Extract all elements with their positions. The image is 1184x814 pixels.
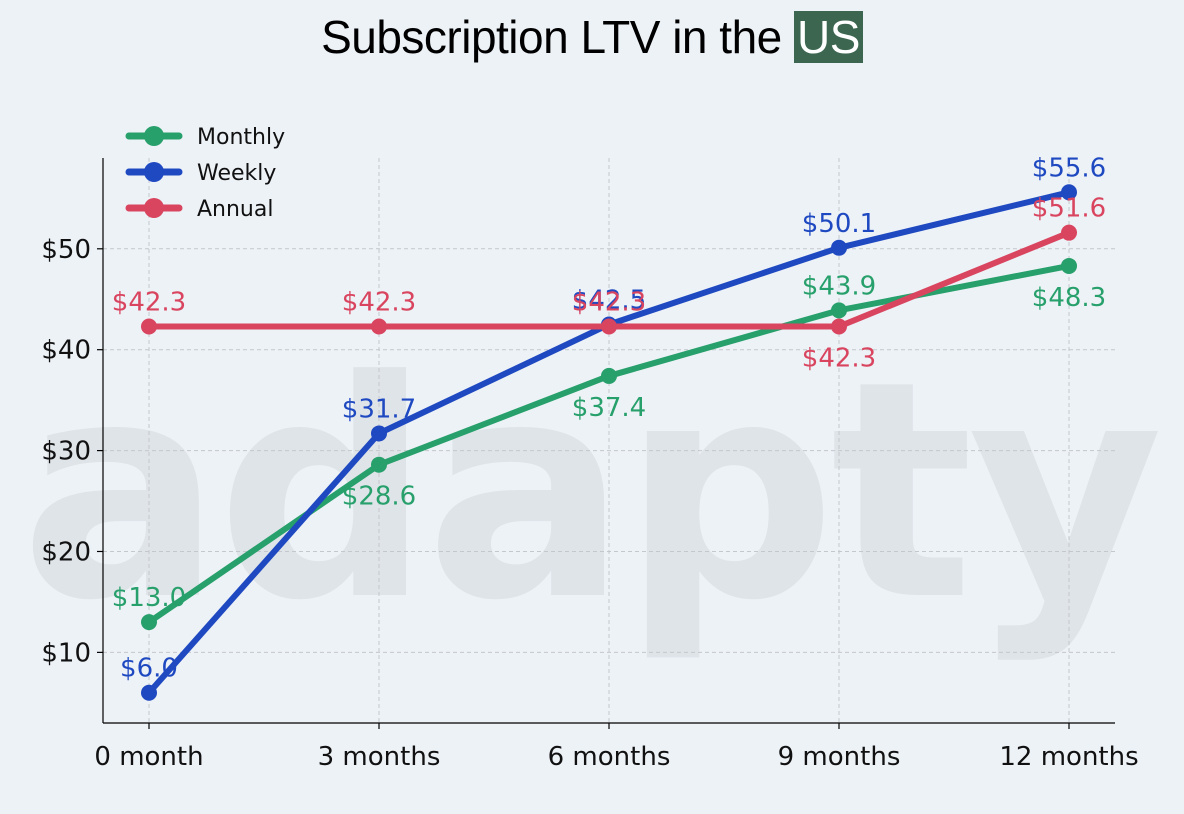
chart-title: Subscription LTV in the US	[0, 10, 1184, 64]
data-label-monthly-1: $28.6	[342, 482, 416, 512]
point-monthly-4	[1061, 257, 1077, 274]
y-tick-label: $40	[41, 336, 91, 366]
data-labels: $13.0$28.6$37.4$43.9 $48.3$6.0$31.7$42.5$…	[112, 153, 1106, 683]
x-tick-label: 6 months	[548, 742, 671, 772]
data-label-annual-4: $51.6	[1032, 194, 1106, 224]
data-label-monthly-4: $48.3	[1032, 283, 1106, 313]
data-label-monthly-2: $37.4	[572, 393, 646, 423]
point-weekly-0	[141, 684, 157, 701]
point-annual-2	[601, 318, 617, 335]
legend-marker-weekly	[144, 162, 164, 182]
data-label-annual-3: $42.3	[802, 343, 876, 373]
y-axis-ticks: $10 $20 $30 $40 $50	[41, 235, 103, 668]
x-tick-label: 9 months	[778, 742, 901, 772]
legend-label-monthly: Monthly	[197, 125, 285, 150]
x-axis-ticks: 0 month 3 months 6 months 9 months 12 months	[94, 723, 1139, 772]
data-label-monthly-0: $13.0	[112, 583, 186, 613]
point-annual-1	[371, 318, 387, 335]
y-tick-label: $50	[41, 235, 91, 265]
point-annual-3	[831, 318, 847, 335]
point-weekly-4	[1061, 184, 1077, 201]
x-tick-label: 3 months	[318, 742, 441, 772]
series-layer	[141, 184, 1077, 701]
data-label-annual-2: $42.3	[572, 287, 646, 317]
y-tick-label: $10	[41, 638, 91, 668]
legend: Monthly Weekly Annual	[125, 125, 285, 222]
point-annual-4	[1061, 224, 1077, 241]
point-monthly-0	[141, 614, 157, 631]
legend-label-weekly: Weekly	[197, 161, 276, 186]
point-weekly-1	[371, 425, 387, 442]
point-monthly-2	[601, 367, 617, 384]
y-tick-label: $30	[41, 437, 91, 467]
legend-marker-annual	[144, 198, 164, 218]
point-weekly-3	[831, 239, 847, 256]
legend-label-annual: Annual	[197, 197, 273, 222]
watermark-text: adapty	[20, 317, 1160, 666]
y-tick-label: $20	[41, 537, 91, 567]
x-tick-label: 12 months	[999, 742, 1138, 772]
data-label-weekly-0: $6.0	[120, 654, 178, 684]
chart-title-prefix: Subscription LTV in the	[321, 11, 795, 63]
point-monthly-1	[371, 456, 387, 473]
legend-marker-monthly	[144, 126, 164, 146]
data-label-weekly-1: $31.7	[342, 394, 416, 424]
watermark: adapty	[20, 317, 1166, 666]
point-monthly-3	[831, 302, 847, 319]
data-label-annual-1: $42.3	[342, 287, 416, 317]
point-annual-0	[141, 318, 157, 335]
data-label-weekly-2: $42.5	[572, 285, 646, 315]
data-label-weekly-3: $50.1	[802, 209, 876, 239]
chart-title-highlight: US	[794, 11, 863, 63]
data-label-monthly-3: $43.9	[802, 271, 876, 301]
data-label-annual-0: $42.3	[112, 287, 186, 317]
x-tick-label: 0 month	[94, 742, 203, 772]
data-label-weekly-4: $55.6	[1032, 153, 1106, 183]
